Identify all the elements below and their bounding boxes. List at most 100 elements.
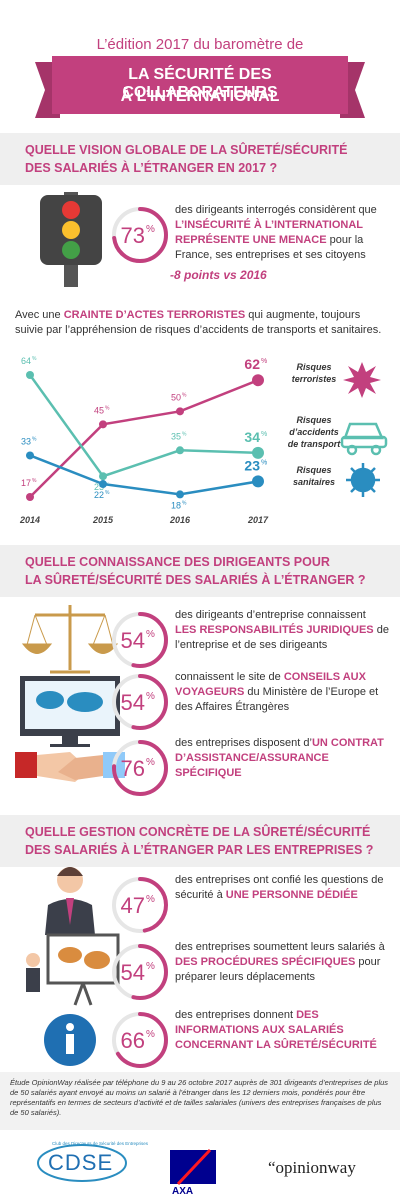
text-run: des dirigeants d’entreprise connaissent [175, 609, 366, 621]
car-icon [340, 422, 388, 456]
x-tick-label: 2017 [247, 515, 269, 525]
text-run: des entreprises soumettent leurs salarié… [175, 941, 385, 953]
stat-unit: % [146, 961, 155, 972]
cdse-logo: CDSE [48, 1150, 114, 1175]
stat-unit: % [146, 224, 155, 235]
value-unit: % [32, 356, 37, 362]
highlight: CONSEILS AUX VOYAGEURS [175, 671, 366, 698]
virus-icon [346, 463, 380, 497]
x-tick-label: 2015 [92, 515, 114, 525]
title: À L’INTERNATIONAL [120, 88, 280, 105]
value-label: 17 [21, 478, 31, 488]
highlight: DES INFORMATIONS AUX SALARIÉS CONCERNANT… [175, 1009, 377, 1051]
series-line [29, 454, 259, 496]
text-run: Avec une [15, 309, 64, 321]
monitor-icon [20, 676, 120, 747]
person-icon [45, 867, 95, 935]
value-label: 45 [94, 405, 104, 415]
donut-arc [112, 207, 168, 263]
value-label: 50 [171, 392, 181, 402]
value-unit: % [261, 459, 267, 466]
value-label: 64 [21, 356, 31, 366]
series-line [29, 379, 259, 498]
text-run: de l’entreprise et de ses dirigeants [175, 624, 389, 651]
stat-text: des entreprises soumettent leurs salarié… [175, 940, 390, 985]
opinionway-logo: “opinionway [268, 1158, 356, 1177]
stat-text: des entreprises donnent DES INFORMATIONS… [175, 1008, 390, 1053]
value-unit: % [32, 436, 37, 442]
point [99, 420, 107, 429]
stat-unit: % [146, 691, 155, 702]
stat-unit: % [146, 894, 155, 905]
section-heading: QUELLE GESTION CONCRÈTE DE LA SÛRETÉ/SÉC… [25, 825, 371, 839]
cdse-ring [37, 1144, 127, 1182]
traffic-light-icon [40, 192, 102, 287]
point [176, 490, 184, 499]
donut-arc [112, 674, 168, 730]
value-label: 25 [94, 482, 104, 492]
text-run: du Ministère de l’Europe et des Affaires… [175, 686, 379, 713]
value-unit: % [105, 405, 110, 411]
point [26, 493, 34, 501]
stat-value: 47 [121, 893, 145, 918]
value-label: 22 [94, 490, 104, 500]
scales-icon [21, 605, 119, 674]
donut-arc [112, 612, 168, 668]
stat-value: 54 [121, 960, 145, 985]
section-heading: DES SALARIÉS À L’ÉTRANGER EN 2017 ? [25, 161, 278, 175]
legend-label: Risques terroristes [291, 362, 337, 384]
value-unit: % [105, 490, 110, 496]
axa-name: AXA [172, 1186, 194, 1197]
text-run: des entreprises disposent d’ [175, 737, 312, 749]
stat-unit: % [146, 629, 155, 640]
heading-band [0, 815, 400, 867]
value-unit: % [182, 500, 187, 506]
legend-label: Risques d’accidents de transport [287, 415, 341, 449]
axa-stroke [176, 1148, 212, 1186]
point [252, 374, 264, 387]
stat-text: des dirigeants d’entreprise connaissent … [175, 608, 390, 653]
heading-band [0, 545, 400, 597]
stat-unit: % [146, 1029, 155, 1040]
highlight: L’INSÉCURITÉ À L’INTERNATIONAL REPRÉSENT… [175, 219, 363, 246]
highlight: LES RESPONSABILITÉS JURIDIQUES [175, 624, 374, 636]
stat-text: connaissent le site de CONSEILS AUX VOYA… [175, 670, 390, 715]
donut-arc [112, 944, 168, 1000]
value-label: 35 [171, 431, 181, 441]
x-tick-label: 2014 [19, 515, 40, 525]
point [252, 475, 264, 488]
highlight: DES PROCÉDURES SPÉCIFIQUES [175, 956, 356, 968]
change-note: -8 points vs 2016 [170, 268, 267, 282]
stat-unit: % [146, 757, 155, 768]
board-icon [26, 933, 120, 1006]
text-run: qui augmente, toujours suivie par l’appr… [15, 309, 382, 336]
value-unit: % [182, 392, 187, 398]
note-band [0, 1072, 400, 1130]
section-heading: QUELLE CONNAISSANCE DES DIRIGEANTS POUR [25, 555, 330, 569]
value-unit: % [261, 358, 267, 365]
section-heading: LA SÛRETÉ/SÉCURITÉ DES SALARIÉS À L’ÉTRA… [25, 573, 366, 587]
value-label: 23 [244, 457, 260, 473]
value-unit: % [261, 431, 267, 438]
section-heading: QUELLE VISION GLOBALE DE LA SÛRETÉ/SÉCUR… [25, 143, 348, 157]
point [176, 446, 184, 455]
kicker: L’édition 2017 du baromètre de [96, 36, 304, 53]
stat-value: 76 [121, 756, 145, 781]
donut-arc [112, 877, 168, 933]
text-run: pour préparer leurs déplacements [175, 956, 381, 983]
series-line [28, 374, 259, 478]
text-run: des entreprises donnent [175, 1009, 297, 1021]
heading-band [0, 133, 400, 185]
donut-arc [112, 1012, 168, 1068]
cdse-tagline: Club des Directeurs de Sécurité des Entr… [52, 1141, 149, 1146]
point [99, 480, 107, 489]
donut-arc [112, 740, 168, 796]
explosion-icon [343, 362, 381, 398]
handshake-icon [15, 752, 125, 782]
text-run: connaissent le site de [175, 671, 284, 683]
value-unit: % [32, 478, 37, 484]
stat-value: 54 [121, 628, 145, 653]
value-label: 62 [244, 356, 260, 372]
